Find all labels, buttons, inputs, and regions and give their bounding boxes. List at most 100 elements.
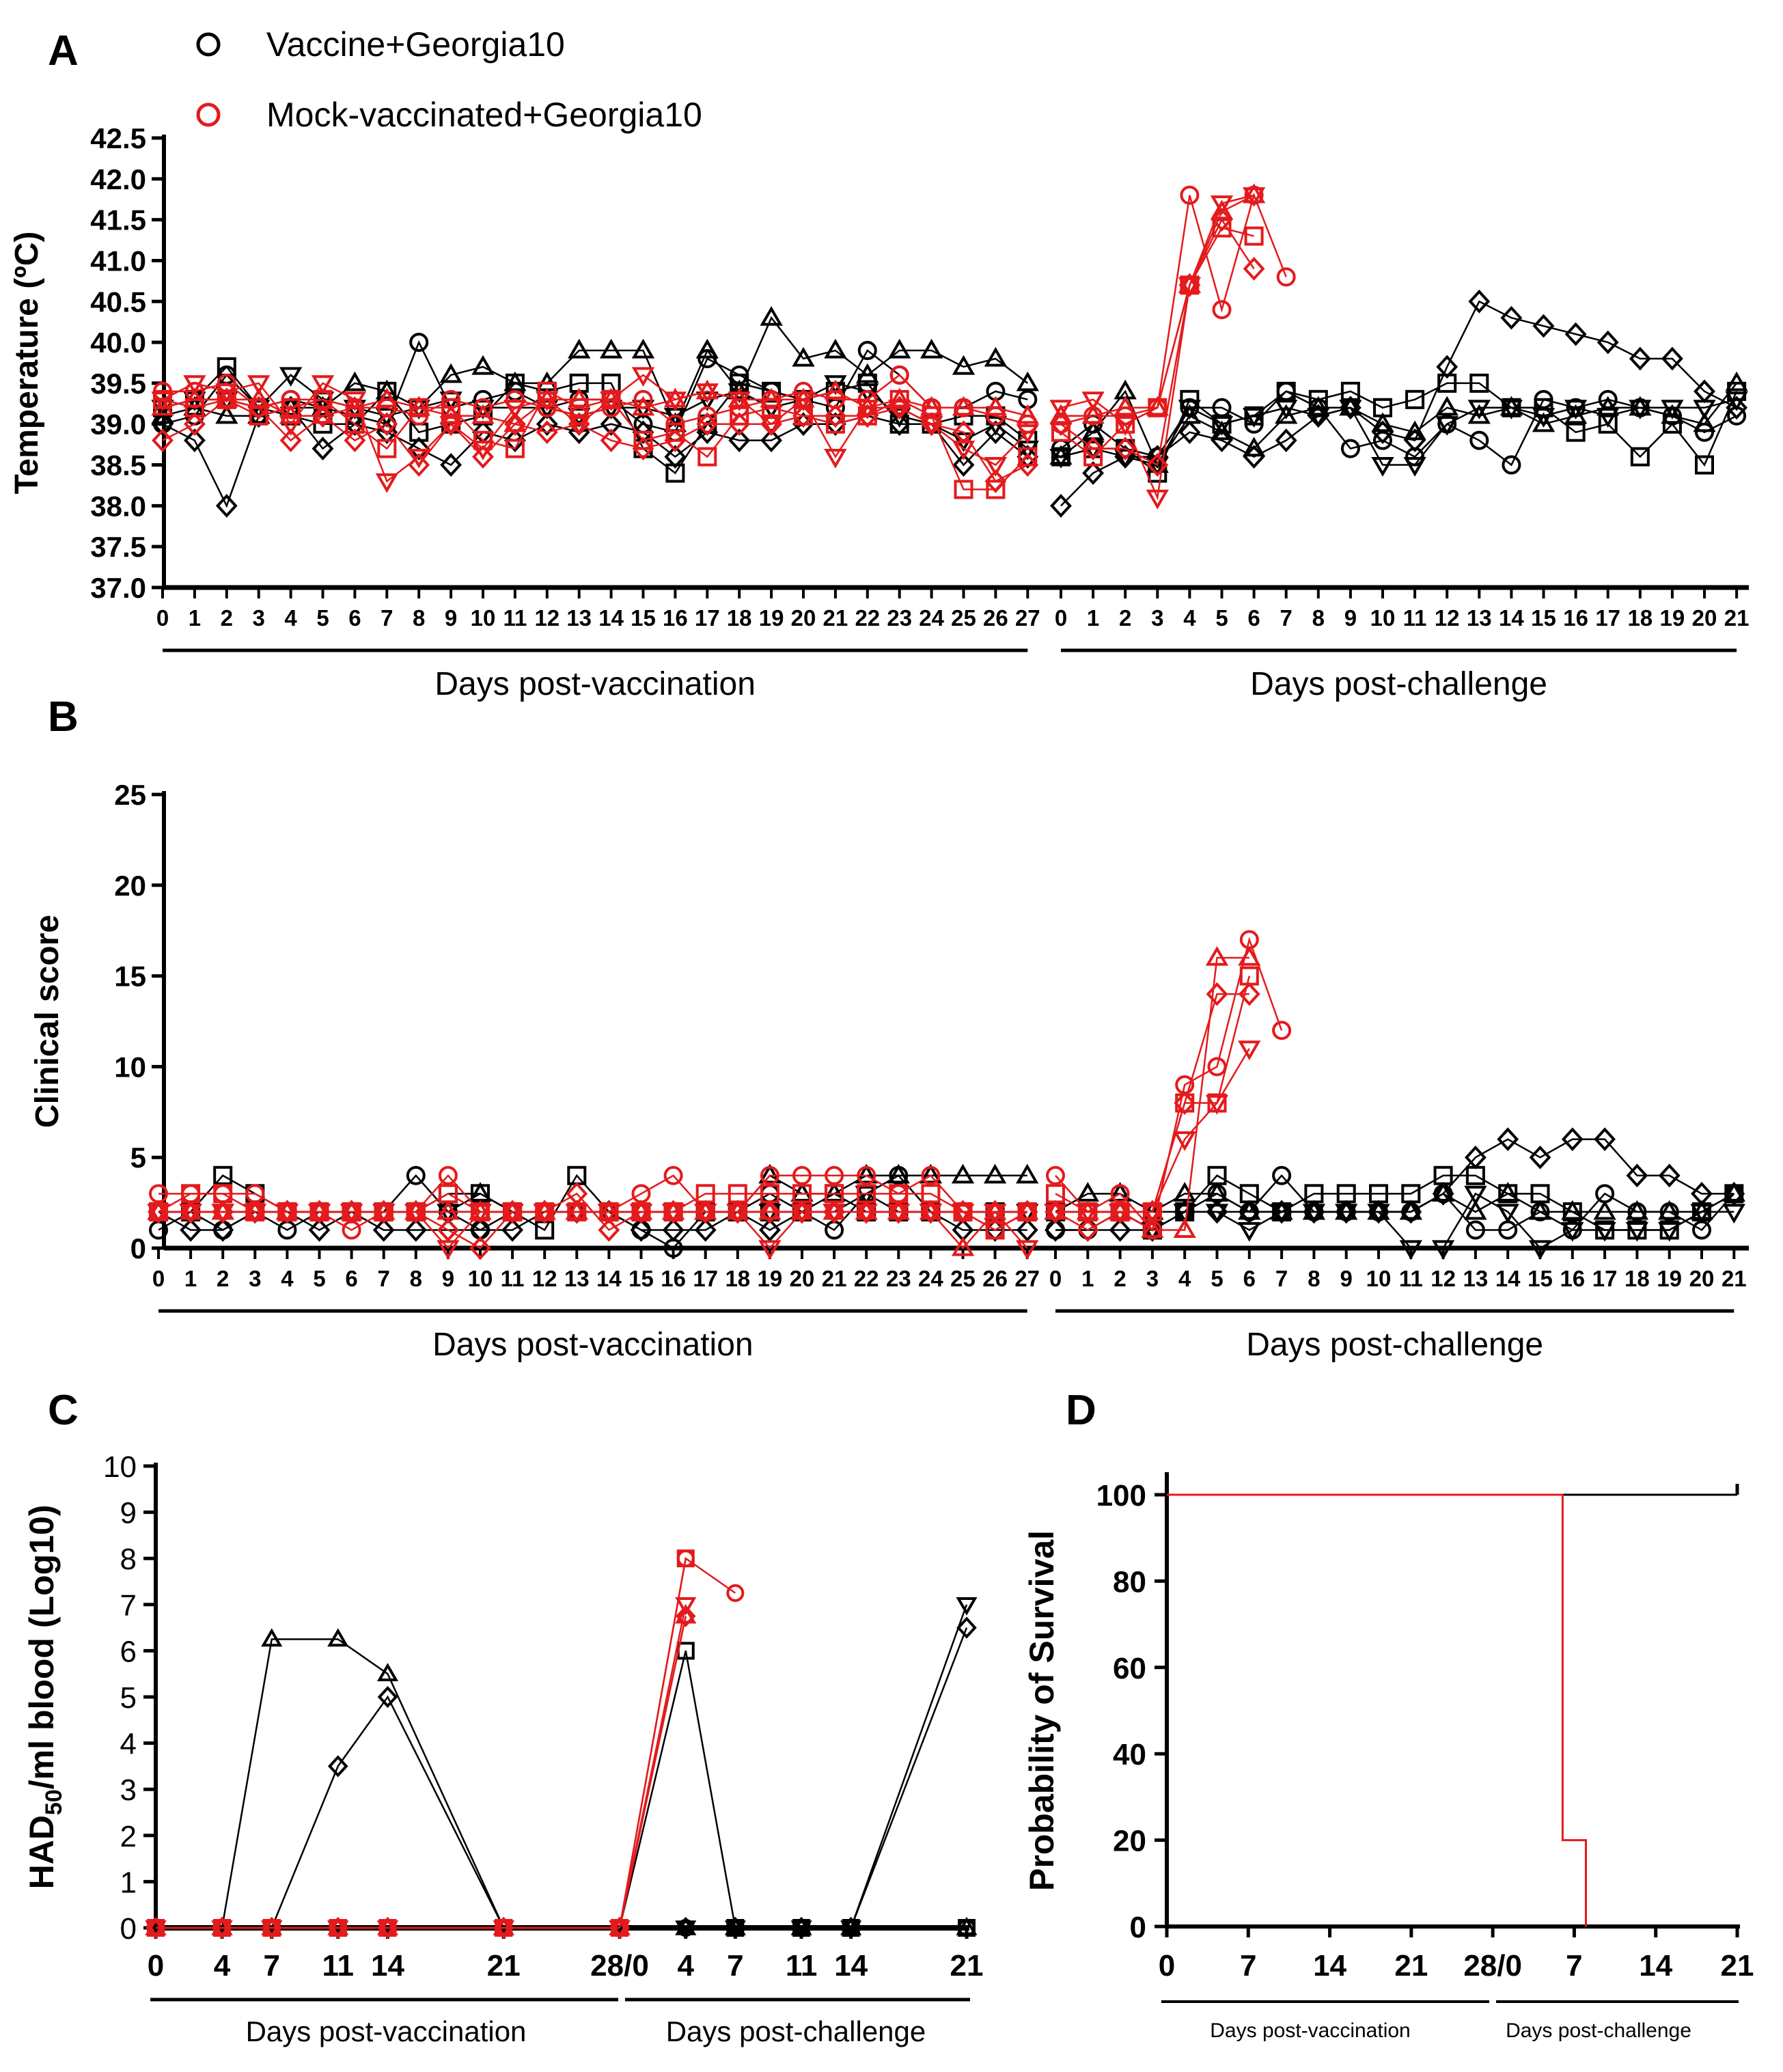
y-tick-label: 40.5 [90, 286, 146, 318]
data-point [725, 1916, 746, 1939]
x-tick-label-vaccination: 8 [410, 1266, 422, 1291]
x-tick-label-challenge: 9 [1340, 1266, 1353, 1291]
y-axis-label: Temperature (ºC) [9, 232, 45, 495]
x-tick-label-challenge: 21 [1724, 605, 1750, 631]
x-tick-label-challenge: 6 [1247, 605, 1260, 631]
y-tick-label: 80 [1113, 1565, 1146, 1599]
x-tick-label-challenge: 10 [1370, 605, 1396, 631]
x-tick-label-vaccination: 5 [316, 605, 329, 631]
x-tick-label-vaccination: 23 [886, 1266, 911, 1291]
data-point [856, 363, 879, 383]
panel-d-survival-chart: 0 20 40 60 80 100 0 7 14 21 28/0 7 14 21 Days post-vac… [1023, 1472, 1754, 2042]
data-point [1178, 420, 1201, 445]
data-point [377, 439, 397, 458]
data-point [824, 448, 847, 469]
data-point [888, 412, 911, 437]
data-point [469, 1236, 491, 1260]
data-point [1049, 448, 1073, 469]
series-line-challenge [1060, 194, 1254, 501]
x-tick-label: 7 [1566, 1949, 1582, 1983]
data-point [180, 1200, 202, 1224]
group-label-challenge: Days post-challenge [1250, 666, 1547, 702]
x-tick-label-challenge: 13 [1463, 1266, 1489, 1291]
data-point [279, 428, 302, 453]
x-tick-label-vaccination: 25 [951, 605, 976, 631]
data-point [1211, 208, 1233, 232]
data-point [1173, 1182, 1196, 1202]
data-point [1400, 1200, 1422, 1224]
data-point [327, 1920, 349, 1939]
data-point [1050, 412, 1072, 437]
data-point [920, 1200, 942, 1224]
y-tick-label: 15 [114, 961, 146, 993]
y-tick-label: 25 [114, 779, 146, 811]
data-point [1630, 447, 1650, 467]
x-tick-label: 21 [1721, 1949, 1754, 1983]
data-point [566, 1181, 588, 1206]
series-mock-diamond [148, 982, 1260, 1260]
data-point [1597, 408, 1620, 428]
x-tick-label-vaccination: 10 [468, 1266, 493, 1291]
group-label-challenge: Days post-challenge [1506, 2019, 1691, 2042]
data-point [247, 387, 271, 408]
series-mock-square [149, 966, 1259, 1240]
data-point [792, 404, 814, 428]
data-point [984, 1200, 1006, 1224]
data-point [1016, 1218, 1038, 1242]
legend: Vaccine+Georgia10 Mock-vaccinated+Georgi… [196, 25, 702, 134]
x-tick-label-vaccination: 16 [661, 1266, 686, 1291]
x-tick-label-challenge: 15 [1528, 1266, 1553, 1291]
data-point [1051, 422, 1070, 442]
data-point [1496, 1204, 1519, 1224]
data-point [1016, 371, 1039, 391]
data-point [1212, 300, 1232, 320]
data-point [1464, 1145, 1487, 1170]
data-point [1205, 1204, 1229, 1224]
data-point [340, 1204, 363, 1224]
data-point [1566, 422, 1586, 442]
data-point [1496, 1182, 1519, 1202]
data-point [1108, 1204, 1132, 1224]
x-tick-label-vaccination: 17 [693, 1266, 718, 1291]
data-point [1431, 1240, 1455, 1260]
x-tick-label-vaccination: 12 [534, 605, 559, 631]
data-point [372, 1204, 396, 1224]
x-tick-label-challenge: 17 [1595, 605, 1620, 631]
x-tick-label: 21 [950, 1949, 984, 1983]
data-point [1529, 1145, 1551, 1170]
data-point [1658, 1221, 1681, 1242]
group-label-vaccination: Days post-vaccination [432, 1327, 754, 1363]
data-point [327, 1916, 348, 1939]
data-point [343, 396, 367, 416]
data-point [1238, 982, 1260, 1006]
data-point [261, 1628, 283, 1647]
data-point [404, 1218, 427, 1242]
series-mock-diamond [152, 208, 1265, 493]
x-tick-label-challenge: 18 [1627, 605, 1653, 631]
data-point [694, 1218, 717, 1242]
data-point [840, 1916, 861, 1939]
data-point [469, 1204, 492, 1224]
data-point [1661, 404, 1684, 424]
data-point [503, 400, 527, 419]
data-point [471, 355, 495, 375]
series-line-challenge [1055, 993, 1249, 1231]
data-point [376, 1920, 399, 1939]
data-point [1173, 1204, 1196, 1224]
data-point [726, 1204, 749, 1224]
data-point [856, 404, 879, 428]
x-tick-label-challenge: 2 [1119, 605, 1131, 631]
data-point [1109, 1200, 1131, 1224]
data-point [631, 338, 655, 359]
data-point [1049, 404, 1073, 424]
data-point [760, 387, 783, 408]
data-point [790, 1182, 814, 1202]
data-point [568, 338, 591, 359]
y-tick-label: 4 [120, 1728, 137, 1761]
data-point [1435, 396, 1459, 416]
data-point [983, 1163, 1007, 1184]
data-point [920, 412, 943, 437]
x-tick-label: 14 [371, 1949, 404, 1983]
data-point [1081, 391, 1105, 412]
x-tick-label: 0 [148, 1949, 164, 1983]
